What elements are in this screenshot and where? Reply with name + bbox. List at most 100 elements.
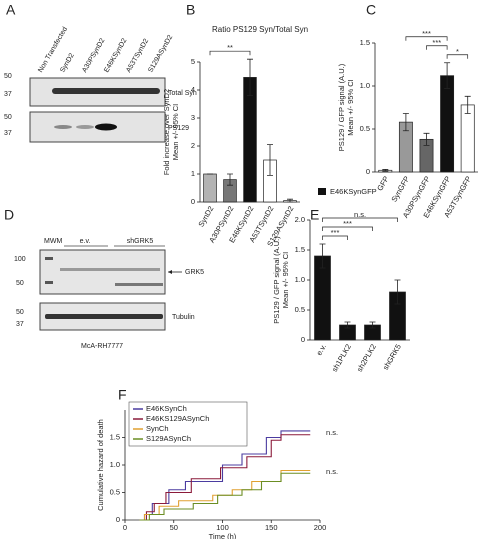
y-tick-label: 1.0 [360, 81, 370, 90]
bar [440, 75, 455, 173]
band [45, 281, 53, 284]
strip-label: GRK5 [185, 269, 204, 276]
bar [243, 77, 257, 203]
legend-label: E46KS129ASynCh [146, 414, 209, 423]
marker-label: 37 [4, 91, 12, 98]
strip-label: Total Syn [168, 90, 197, 97]
legend-label: S129ASynCh [146, 434, 191, 443]
y-tick-label: 2 [191, 141, 195, 150]
x-tick-label: 150 [265, 523, 278, 532]
error-bar [267, 144, 273, 176]
marker-label: 50 [16, 280, 24, 287]
lane-label: A53TSynD2 [125, 38, 150, 74]
y-tick-label: 0.5 [360, 124, 370, 133]
x-tick-label: GFP [375, 174, 391, 192]
y-tick-label: 0 [116, 515, 120, 524]
band [45, 314, 163, 319]
error-bar [344, 321, 351, 329]
y-tick-label: 1.0 [110, 460, 120, 469]
y-tick-label: 0 [301, 335, 305, 344]
bar [314, 255, 331, 341]
band [76, 125, 94, 129]
x-tick-label: SynGFP [389, 174, 411, 203]
y-tick-label: 1.5 [295, 245, 305, 254]
significance-bracket [322, 226, 373, 231]
x-tick-label: 200 [314, 523, 327, 532]
panel-label: F [118, 387, 127, 403]
bar [203, 173, 217, 203]
y-tick-label: 1.5 [360, 38, 370, 47]
error-bar [369, 321, 376, 329]
marker-label: 37 [4, 130, 12, 137]
panel-label: A [6, 2, 16, 18]
y-axis-label: PS129 / GFP signal (A.U.) [272, 236, 281, 324]
lane-label: MWM [44, 238, 62, 245]
y-axis-label: Mean +/- 95% CI [346, 79, 355, 135]
y-tick-label: 0 [191, 197, 195, 206]
chart-title: Ratio PS129 Syn/Total Syn [212, 25, 308, 34]
y-tick-label: 1.0 [295, 275, 305, 284]
x-tick-label: SynD2 [196, 204, 215, 228]
error-bar [423, 132, 430, 146]
marker-label: 50 [16, 309, 24, 316]
lane-label: S129ASynD2 [147, 34, 174, 74]
y-tick-label: 1.5 [110, 432, 120, 441]
significance-bracket [446, 54, 469, 59]
x-tick-label: 0 [123, 523, 127, 532]
annotation: n.s. [326, 428, 338, 437]
significance-label: *** [331, 228, 340, 237]
error-bar [464, 95, 471, 114]
group-label: e.v. [80, 238, 91, 245]
y-axis-label: Cumulative hazard of death [96, 419, 105, 511]
legend-box [128, 401, 248, 447]
error-bar [444, 62, 451, 89]
y-tick-label: 0.5 [295, 305, 305, 314]
bar [460, 104, 475, 173]
blot-strip [39, 249, 166, 295]
y-axis-label: Mean +/- 95% CI [281, 252, 290, 308]
error-bar [382, 169, 389, 172]
y-tick-label: 3 [191, 113, 195, 122]
significance-label: n.s. [354, 210, 366, 219]
band [45, 257, 53, 260]
lane-label: E46KSynD2 [103, 37, 128, 74]
arrow-head [168, 270, 172, 274]
blot-d: MWM e.v. shGRK5 100 50 50 37 GRK5 Tubuli… [14, 238, 204, 350]
band [52, 88, 160, 94]
x-tick-label: sh1PLK2 [330, 342, 353, 373]
y-tick-label: 0.5 [110, 487, 120, 496]
band [60, 268, 160, 271]
strip-label: PS129 [168, 125, 189, 132]
panel-label: C [366, 2, 376, 18]
panel-label: B [186, 2, 195, 18]
group-label: shGRK5 [127, 238, 154, 245]
annotation: n.s. [326, 467, 338, 476]
significance-bracket [209, 50, 251, 56]
lane-label: A30PSynD2 [81, 37, 106, 74]
significance-label: *** [343, 219, 352, 228]
y-tick-label: 0 [366, 167, 370, 176]
x-tick-label: 100 [216, 523, 229, 532]
band [95, 123, 117, 131]
legend-label: SynCh [146, 424, 169, 433]
x-axis-label: Time (h) [209, 532, 237, 539]
error-bar [247, 58, 253, 96]
x-tick-label: e.v. [314, 342, 328, 356]
error-bar [402, 113, 409, 132]
y-axis-label: Mean +/- 95% CI [171, 104, 180, 160]
x-tick-label: shGRK5 [381, 342, 403, 371]
y-axis-label: PS129 / GFP signal (A.U.) [337, 63, 346, 151]
significance-bracket [426, 45, 448, 50]
error-bar [394, 279, 401, 305]
significance-label: *** [422, 29, 431, 38]
significance-bracket [405, 36, 448, 41]
marker-label: 37 [16, 321, 24, 328]
significance-label: * [456, 47, 459, 56]
marker-label: 100 [14, 256, 26, 263]
x-tick-label: 50 [170, 523, 178, 532]
marker-label: 50 [4, 114, 12, 121]
lane-label: SynD2 [59, 52, 76, 74]
marker-label: 50 [4, 73, 12, 80]
significance-bracket [322, 217, 398, 222]
y-tick-label: 2.0 [295, 215, 305, 224]
